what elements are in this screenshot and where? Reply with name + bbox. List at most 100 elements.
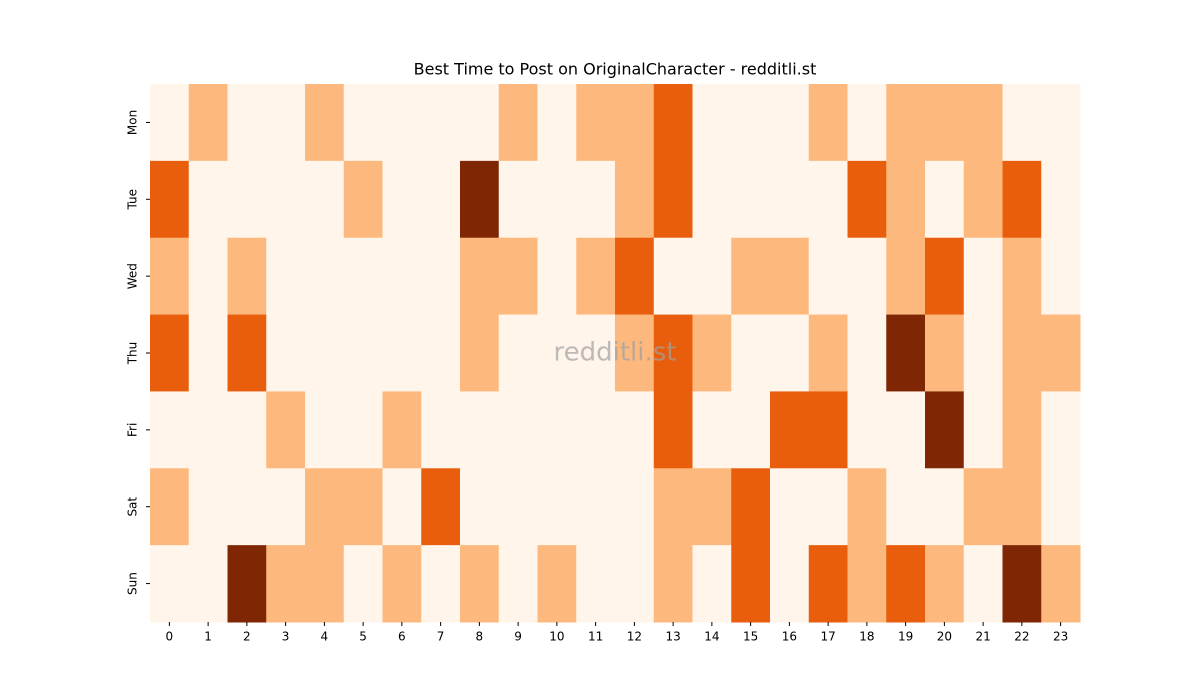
heatmap-cell <box>460 545 500 623</box>
heatmap-cell <box>576 391 616 469</box>
y-tick-label: Sat <box>126 497 140 517</box>
heatmap-cell <box>615 237 655 316</box>
heatmap-cell <box>1002 391 1042 469</box>
heatmap-cell <box>653 468 693 546</box>
heatmap-cell <box>653 160 693 239</box>
heatmap-cell <box>150 468 190 546</box>
heatmap-cell <box>227 160 267 239</box>
heatmap-cell <box>343 84 383 162</box>
heatmap-cell <box>421 545 461 623</box>
heatmap-cell <box>343 468 383 546</box>
heatmap-cell <box>188 237 228 316</box>
heatmap-cell <box>460 391 500 469</box>
heatmap-cell <box>266 545 306 623</box>
heatmap-cell <box>808 545 848 623</box>
heatmap-cell <box>808 468 848 546</box>
heatmap-cell <box>576 468 616 546</box>
heatmap-cell <box>963 84 1003 162</box>
heatmap-cell <box>963 545 1003 623</box>
heatmap-cell <box>1041 545 1081 623</box>
heatmap-cell <box>460 84 500 162</box>
heatmap-cell <box>576 545 616 623</box>
heatmap-cell <box>808 314 848 392</box>
heatmap-cells <box>150 84 1081 623</box>
heatmap-cell <box>731 468 771 546</box>
heatmap-cell <box>770 391 810 469</box>
heatmap-cell <box>770 84 810 162</box>
x-tick-label: 11 <box>588 630 603 644</box>
heatmap-cell <box>692 545 732 623</box>
heatmap-cell <box>886 545 926 623</box>
heatmap-cell <box>305 314 345 392</box>
heatmap-cell <box>1041 314 1081 392</box>
heatmap-cell <box>421 314 461 392</box>
heatmap-cell <box>382 468 422 546</box>
heatmap-cell <box>692 237 732 316</box>
heatmap-cell <box>382 160 422 239</box>
heatmap-cell <box>150 314 190 392</box>
heatmap-cell <box>305 468 345 546</box>
heatmap-cell <box>537 84 577 162</box>
heatmap-cell <box>963 237 1003 316</box>
heatmap-cell <box>576 84 616 162</box>
heatmap-cell <box>188 160 228 239</box>
heatmap-cell <box>421 160 461 239</box>
heatmap-cell <box>731 391 771 469</box>
heatmap-cell <box>770 314 810 392</box>
heatmap-cell <box>421 84 461 162</box>
heatmap-cell <box>537 468 577 546</box>
heatmap-cell <box>150 84 190 162</box>
heatmap-cell <box>1002 545 1042 623</box>
x-tick-label: 2 <box>243 630 251 644</box>
heatmap-cell <box>576 314 616 392</box>
heatmap-cell <box>498 468 538 546</box>
x-tick-label: 12 <box>627 630 642 644</box>
heatmap-cell <box>692 314 732 392</box>
y-tick-label: Mon <box>126 110 140 135</box>
x-tick-label: 4 <box>321 630 329 644</box>
heatmap-cell <box>692 84 732 162</box>
heatmap-cell <box>421 468 461 546</box>
heatmap-cell <box>227 391 267 469</box>
heatmap-cell <box>886 314 926 392</box>
heatmap-cell <box>615 391 655 469</box>
heatmap-cell <box>963 314 1003 392</box>
heatmap-cell <box>808 391 848 469</box>
x-tick-label: 7 <box>437 630 445 644</box>
heatmap-cell <box>847 391 887 469</box>
heatmap-cell <box>266 314 306 392</box>
heatmap-cell <box>227 237 267 316</box>
y-tick-label: Thu <box>126 342 140 366</box>
heatmap-cell <box>460 160 500 239</box>
heatmap-cell <box>808 160 848 239</box>
heatmap-cell <box>770 468 810 546</box>
heatmap-cell <box>498 84 538 162</box>
heatmap-cell <box>305 237 345 316</box>
heatmap-cell <box>537 545 577 623</box>
heatmap-cell <box>576 237 616 316</box>
heatmap-cell <box>808 237 848 316</box>
heatmap-cell <box>343 237 383 316</box>
heatmap-cell <box>382 314 422 392</box>
heatmap-cell <box>925 391 965 469</box>
heatmap-cell <box>227 468 267 546</box>
heatmap-cell <box>731 314 771 392</box>
heatmap-cell <box>925 237 965 316</box>
heatmap-cell <box>188 545 228 623</box>
heatmap-cell <box>343 391 383 469</box>
heatmap-cell <box>692 468 732 546</box>
x-tick-label: 16 <box>782 630 797 644</box>
heatmap-cell <box>963 468 1003 546</box>
heatmap-cell <box>498 391 538 469</box>
heatmap-cell <box>150 545 190 623</box>
heatmap-cell <box>731 237 771 316</box>
x-tick-label: 13 <box>665 630 680 644</box>
heatmap-cell <box>692 391 732 469</box>
heatmap-cell <box>305 391 345 469</box>
y-tick-label: Fri <box>126 423 140 437</box>
heatmap-cell <box>653 237 693 316</box>
heatmap-cell <box>925 545 965 623</box>
heatmap-cell <box>847 84 887 162</box>
heatmap-cell <box>537 237 577 316</box>
